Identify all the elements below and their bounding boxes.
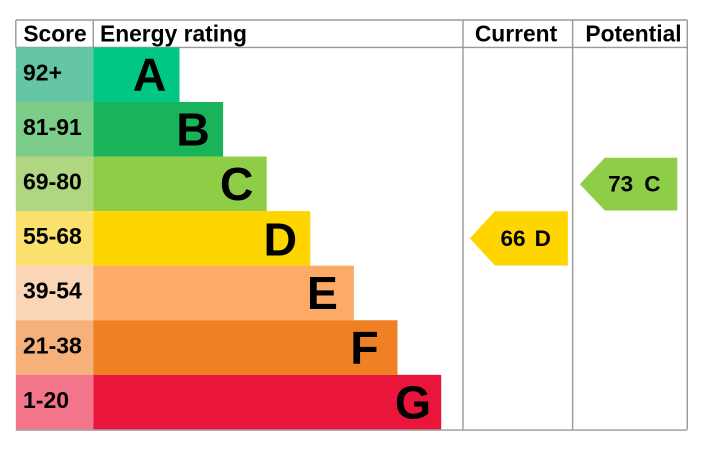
svg-text:C: C [644,171,660,196]
svg-text:Energy rating: Energy rating [100,21,247,47]
svg-text:B: B [176,103,210,155]
svg-text:92+: 92+ [23,59,62,85]
svg-text:Score: Score [23,21,86,47]
svg-text:D: D [535,226,551,251]
svg-text:69-80: 69-80 [23,169,82,195]
svg-text:73: 73 [608,171,633,196]
svg-text:81-91: 81-91 [23,114,82,140]
svg-text:55-68: 55-68 [23,223,82,249]
svg-text:C: C [220,158,254,210]
svg-text:F: F [350,322,378,374]
svg-text:D: D [264,214,298,266]
svg-text:Potential: Potential [585,21,681,47]
svg-text:1-20: 1-20 [23,387,69,413]
svg-text:21-38: 21-38 [23,332,82,358]
svg-text:39-54: 39-54 [23,278,82,304]
svg-text:G: G [395,376,431,428]
svg-text:E: E [307,267,338,319]
svg-text:A: A [133,49,167,101]
svg-text:66: 66 [500,226,525,251]
svg-text:Current: Current [475,21,558,47]
